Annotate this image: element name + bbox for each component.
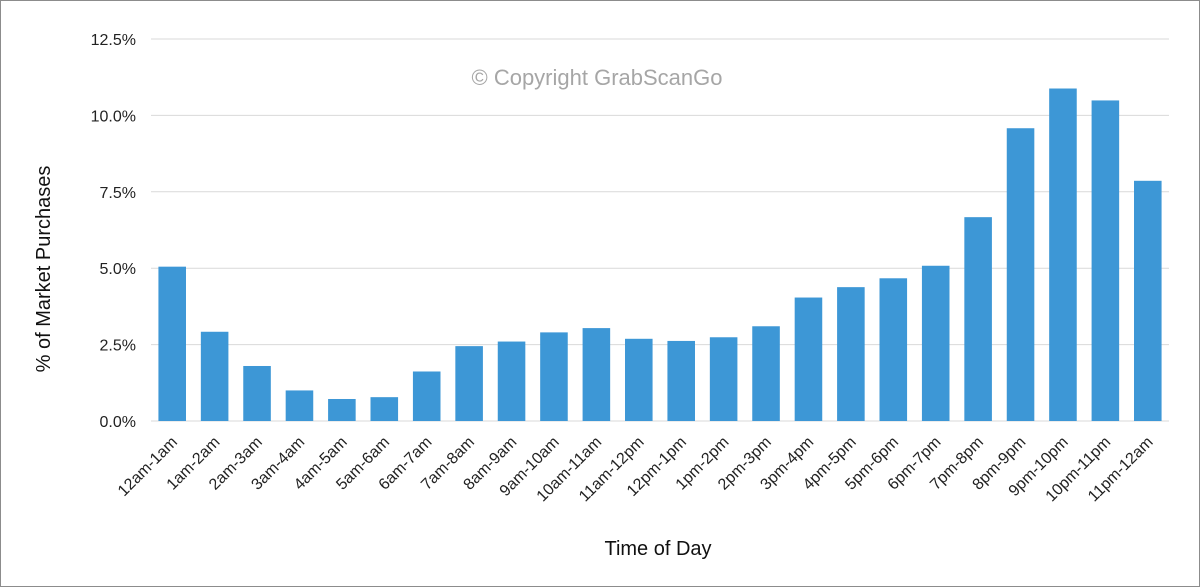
bar-12pm-1pm xyxy=(667,340,695,421)
bar-11am-12pm xyxy=(625,338,653,421)
y-tick-label: 7.5% xyxy=(100,185,136,202)
bar-6am-7am xyxy=(412,371,441,421)
bar-2am-3am xyxy=(243,365,271,421)
bar-2pm-3pm xyxy=(752,326,780,421)
bar-7pm-8pm xyxy=(964,217,992,421)
bar-1am-2am xyxy=(200,331,229,421)
bar-10am-11am xyxy=(582,328,611,421)
y-tick-label: 5.0% xyxy=(100,261,136,278)
bar-11pm-12am xyxy=(1134,180,1162,421)
y-tick-label: 2.5% xyxy=(100,338,136,355)
x-axis-title: Time of Day xyxy=(604,538,711,560)
bar-5pm-6pm xyxy=(879,278,908,421)
bar-3am-4am xyxy=(285,390,314,421)
copyright-watermark: © Copyright GrabScanGo xyxy=(472,65,723,90)
bars xyxy=(158,88,1162,421)
y-tick-label: 12.5% xyxy=(91,32,136,49)
bar-12am-1am xyxy=(158,266,186,421)
bar-10pm-11pm xyxy=(1091,100,1120,421)
y-tick-label: 10.0% xyxy=(91,108,136,125)
bar-4pm-5pm xyxy=(837,287,865,421)
x-axis-ticks: 12am-1am1am-2am2am-3am3am-4am4am-5am5am-… xyxy=(115,434,1157,506)
bar-9pm-10pm xyxy=(1049,88,1077,421)
bar-7am-8am xyxy=(455,346,483,421)
bar-8am-9am xyxy=(497,341,526,421)
bar-3pm-4pm xyxy=(794,297,823,421)
y-axis-ticks: 0.0% 2.5% 5.0% 7.5% 10.0% 12.5% xyxy=(91,32,136,431)
bar-5am-6am xyxy=(370,397,399,421)
bar-4am-5am xyxy=(328,398,356,421)
bar-6pm-7pm xyxy=(921,265,950,421)
bar-9am-10am xyxy=(540,332,568,421)
gridlines xyxy=(151,38,1169,422)
y-tick-label: 0.0% xyxy=(100,414,136,431)
y-axis-title: % of Market Purchases xyxy=(33,166,55,373)
bar-1pm-2pm xyxy=(709,337,738,421)
bar-8pm-9pm xyxy=(1006,128,1035,421)
